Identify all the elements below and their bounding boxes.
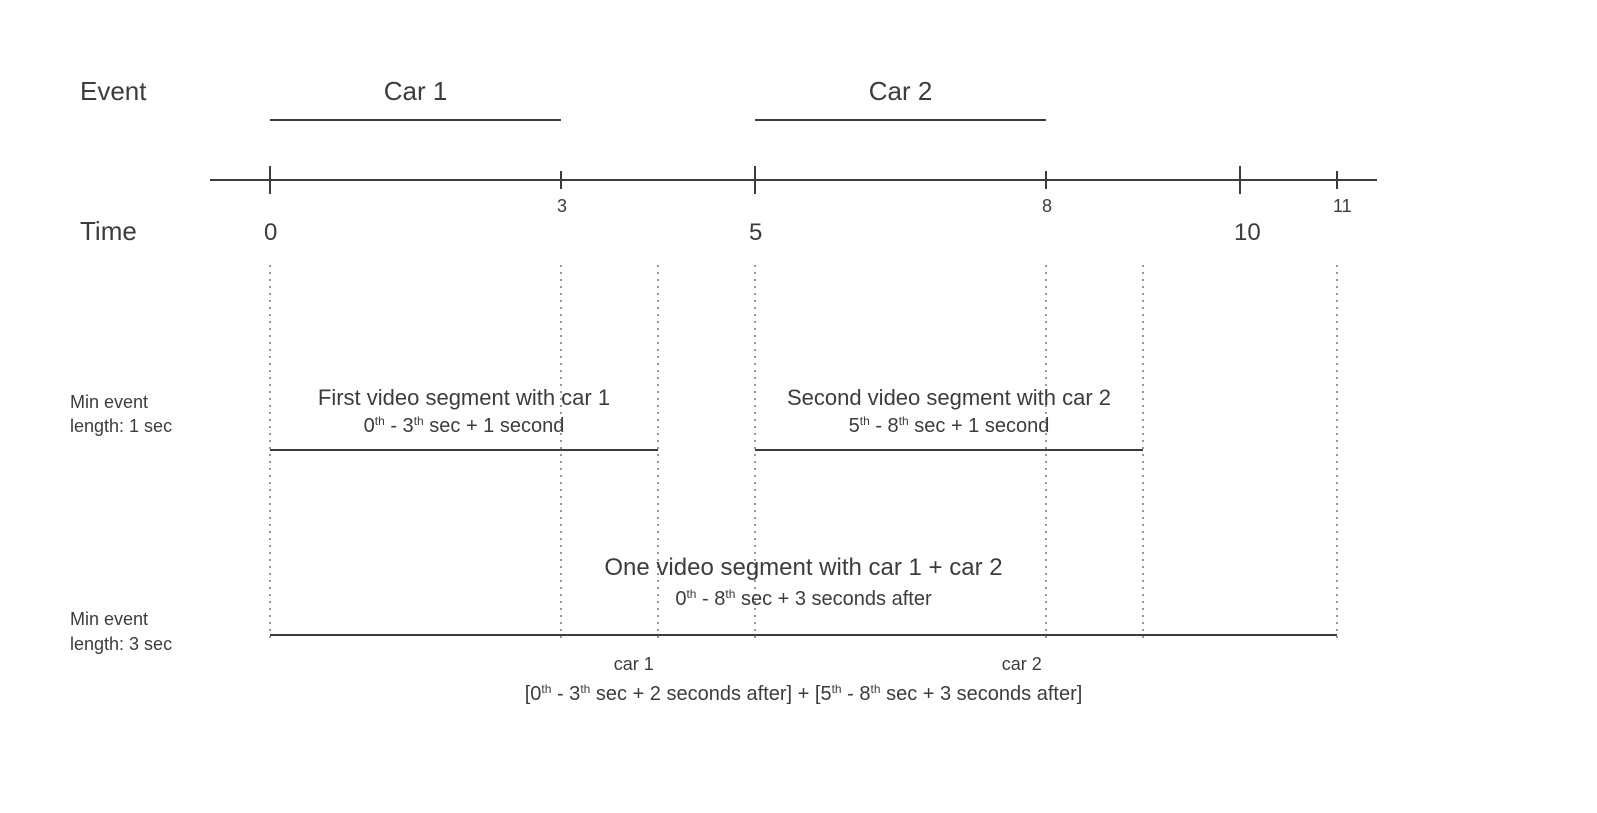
- timeline-minor-label: 8: [1042, 196, 1052, 216]
- min-event-1-label-line1: Min event: [70, 392, 148, 412]
- seg2-subtitle: 5th - 8th sec + 1 second: [849, 414, 1050, 437]
- seg2-title: Second video segment with car 2: [787, 385, 1111, 410]
- timeline-major-label: 0: [264, 219, 277, 246]
- event-row-label: Event: [80, 76, 147, 106]
- seg1-title: First video segment with car 1: [318, 385, 610, 410]
- time-row-label: Time: [80, 216, 137, 246]
- timeline-major-label: 10: [1234, 219, 1261, 246]
- merged-subtitle: 0th - 8th sec + 3 seconds after: [675, 587, 932, 610]
- seg1-subtitle: 0th - 3th sec + 1 second: [364, 414, 565, 437]
- min-event-1-label-line2: length: 1 sec: [70, 416, 172, 436]
- merged-below-car2: car 2: [1002, 654, 1042, 674]
- merged-expression: [0th - 3th sec + 2 seconds after] + [5th…: [525, 682, 1083, 705]
- merged-title: One video segment with car 1 + car 2: [604, 554, 1002, 581]
- event-car2-label: Car 2: [869, 76, 933, 106]
- min-event-3-label-line1: Min event: [70, 609, 148, 629]
- merged-below-car1: car 1: [614, 654, 654, 674]
- timeline-minor-label: 11: [1333, 196, 1352, 216]
- timeline-minor-label: 3: [557, 196, 567, 216]
- min-event-3-label-line2: length: 3 sec: [70, 634, 172, 654]
- event-car1-label: Car 1: [384, 76, 448, 106]
- timeline-major-label: 5: [749, 219, 762, 246]
